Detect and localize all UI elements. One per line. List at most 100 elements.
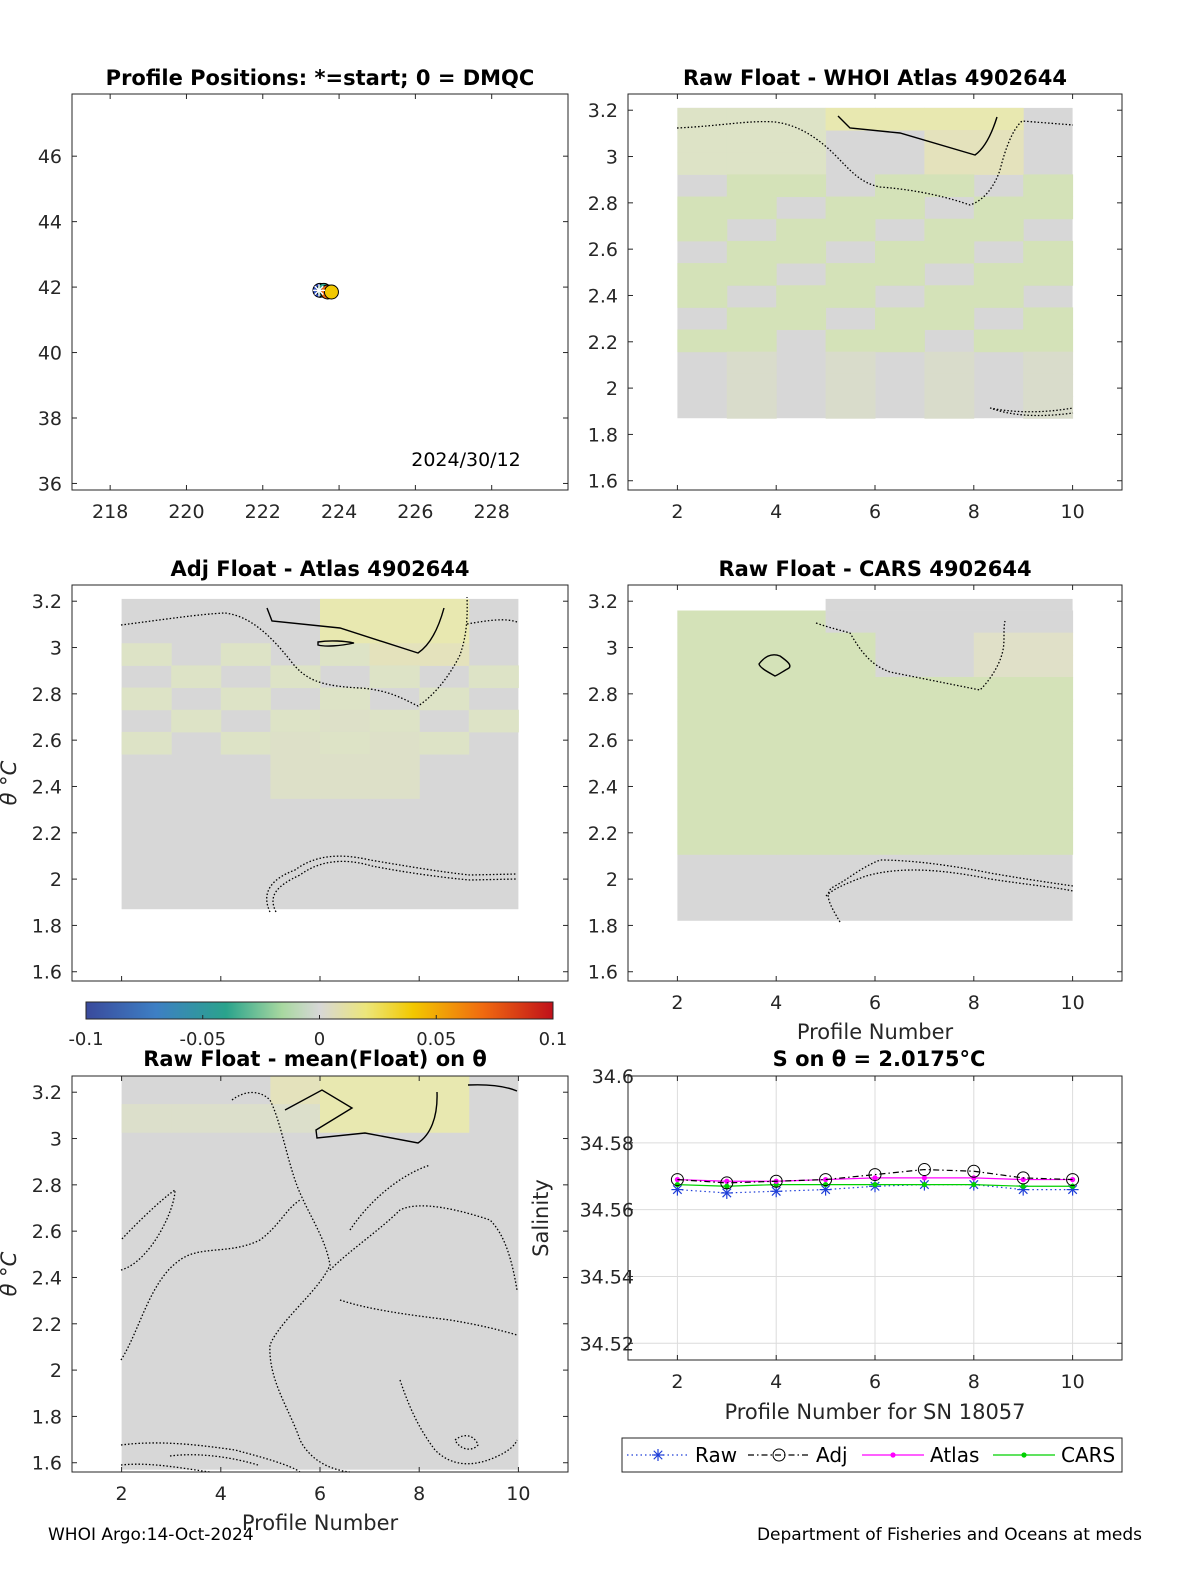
raw-mean-ytick-label: 2.4: [32, 1267, 62, 1289]
raw-cars-cell: [973, 765, 1024, 789]
raw-whoi-cell: [726, 107, 777, 131]
raw-cars-cell: [726, 654, 777, 678]
positions-ytick-label: 44: [38, 212, 62, 234]
raw-whoi-cell: [726, 240, 777, 264]
series-point-atlas: [872, 1175, 878, 1181]
raw-cars-ytick-label: 2.8: [588, 684, 618, 706]
adj-atlas-cell: [468, 665, 519, 689]
adj-atlas-cell: [121, 643, 172, 666]
raw-whoi-cell: [726, 351, 777, 375]
raw-cars-cell: [973, 632, 1024, 656]
raw-cars-cell: [825, 765, 876, 789]
s-on-theta-xtick-label: 6: [869, 1371, 881, 1393]
footer-left-text: WHOI Argo:14-Oct-2024: [48, 1525, 254, 1545]
raw-mean-field: [121, 1076, 519, 1470]
adj-atlas-cell: [369, 621, 420, 644]
raw-mean-ytick-label: 2.2: [32, 1314, 62, 1336]
salinity-legend: Raw Adj Atlas CARS: [621, 1437, 1123, 1473]
raw-cars-ytick-label: 2: [606, 869, 618, 891]
raw-cars-cell: [825, 809, 876, 833]
adj-atlas-cell: [270, 665, 321, 689]
series-point-cars: [724, 1183, 730, 1189]
raw-whoi-cell: [776, 218, 827, 242]
series-point-adj: [967, 1164, 981, 1178]
positions-xtick-label: 224: [321, 501, 357, 523]
raw-mean-ytick-label: 3: [50, 1129, 62, 1151]
raw-mean-xlabel: Profile Number: [242, 1511, 399, 1535]
adj-atlas-cell: [320, 731, 371, 755]
raw-cars-cell: [875, 809, 925, 833]
adj-atlas-cell: [369, 643, 420, 666]
series-point-atlas: [823, 1176, 829, 1183]
raw-mean-cell: [369, 1076, 420, 1105]
series-point-adj: [819, 1173, 833, 1187]
raw-whoi-cell: [875, 174, 925, 198]
raw-whoi-cell: [973, 152, 1024, 175]
raw-whoi-cell: [726, 263, 777, 286]
salinity-title: S on θ = 2.0175°C: [773, 1047, 986, 1071]
raw-whoi-cell: [677, 152, 728, 175]
raw-cars-panel: Raw Float - CARS 4902644 2 4 6 8 10 1.6 1.8 2 2.…: [588, 557, 1123, 1044]
raw-cars-cell: [924, 676, 975, 700]
adj-atlas-ytick-label: 1.8: [32, 915, 62, 937]
positions-xtick-label: 218: [92, 501, 128, 523]
raw-cars-field-gap: [677, 598, 826, 611]
raw-mean-ylabel: θ °C: [0, 1251, 21, 1296]
raw-whoi-cell: [726, 174, 777, 198]
raw-whoi-xtick-label: 10: [1061, 501, 1085, 523]
raw-whoi-cell: [875, 196, 925, 220]
positions-title: Profile Positions: *=start; 0 = DMQC: [106, 66, 535, 90]
raw-whoi-cell: [726, 373, 777, 397]
raw-whoi-cell: [677, 107, 728, 131]
legend-marker-cars: [1021, 1452, 1027, 1458]
raw-whoi-cell: [973, 329, 1024, 353]
adj-atlas-cell: [419, 731, 470, 755]
raw-cars-cell: [726, 787, 777, 811]
raw-cars-cell: [924, 743, 975, 767]
positions-ytick-label: 38: [38, 408, 62, 430]
raw-cars-cell: [677, 809, 728, 833]
raw-cars-cell: [1023, 743, 1074, 767]
adj-atlas-ylabel: θ °C: [0, 760, 21, 805]
raw-mean-cell: [220, 1104, 271, 1133]
positions-ytick-label: 36: [38, 473, 62, 495]
raw-whoi-cell: [924, 285, 975, 308]
series-point-atlas: [971, 1175, 977, 1181]
s-on-theta-ytick-label: 34.54: [580, 1266, 634, 1288]
series-point-atlas: [1020, 1176, 1026, 1183]
raw-cars-cell: [825, 699, 876, 722]
raw-whoi-cell: [726, 307, 777, 331]
adj-atlas-cell: [369, 598, 420, 622]
adj-atlas-cell: [419, 687, 470, 711]
raw-whoi-panel: Raw Float - WHOI Atlas 4902644 2 4 6 8 10 1.6…: [588, 66, 1123, 523]
raw-whoi-cell: [875, 263, 925, 286]
legend-marker-atlas: [890, 1452, 896, 1458]
raw-mean-cell: [121, 1104, 172, 1133]
raw-cars-xtick-label: 10: [1061, 992, 1085, 1014]
raw-cars-cell: [677, 654, 728, 678]
raw-cars-cell: [825, 787, 876, 811]
raw-mean-contour-dotted-2: [120, 1188, 301, 1361]
raw-whoi-cell: [726, 130, 777, 153]
s-on-theta-ytick-label: 34.56: [580, 1200, 634, 1222]
raw-mean-xtick-label: 2: [116, 1483, 128, 1505]
raw-whoi-contour-solid: [837, 115, 998, 156]
raw-cars-cell: [825, 743, 876, 767]
raw-cars-cell: [677, 765, 728, 789]
raw-whoi-cell: [726, 396, 777, 419]
raw-mean-cell: [320, 1076, 371, 1105]
raw-mean-ytick-label: 2: [50, 1360, 62, 1382]
raw-cars-cell: [875, 832, 925, 855]
raw-cars-cell: [924, 809, 975, 833]
raw-mean-ytick-label: 1.6: [32, 1453, 62, 1475]
raw-whoi-cell: [825, 107, 876, 131]
raw-cars-ytick-label: 3: [606, 638, 618, 660]
raw-whoi-cell: [776, 240, 827, 264]
raw-cars-ytick-label: 1.8: [588, 915, 618, 937]
raw-cars-cell: [875, 765, 925, 789]
adj-atlas-cell: [320, 598, 371, 622]
raw-cars-cell: [875, 610, 925, 634]
raw-whoi-cell: [677, 196, 728, 220]
salinity-xlabel: Profile Number for SN 18057: [724, 1400, 1025, 1424]
raw-cars-cell: [1023, 654, 1074, 678]
